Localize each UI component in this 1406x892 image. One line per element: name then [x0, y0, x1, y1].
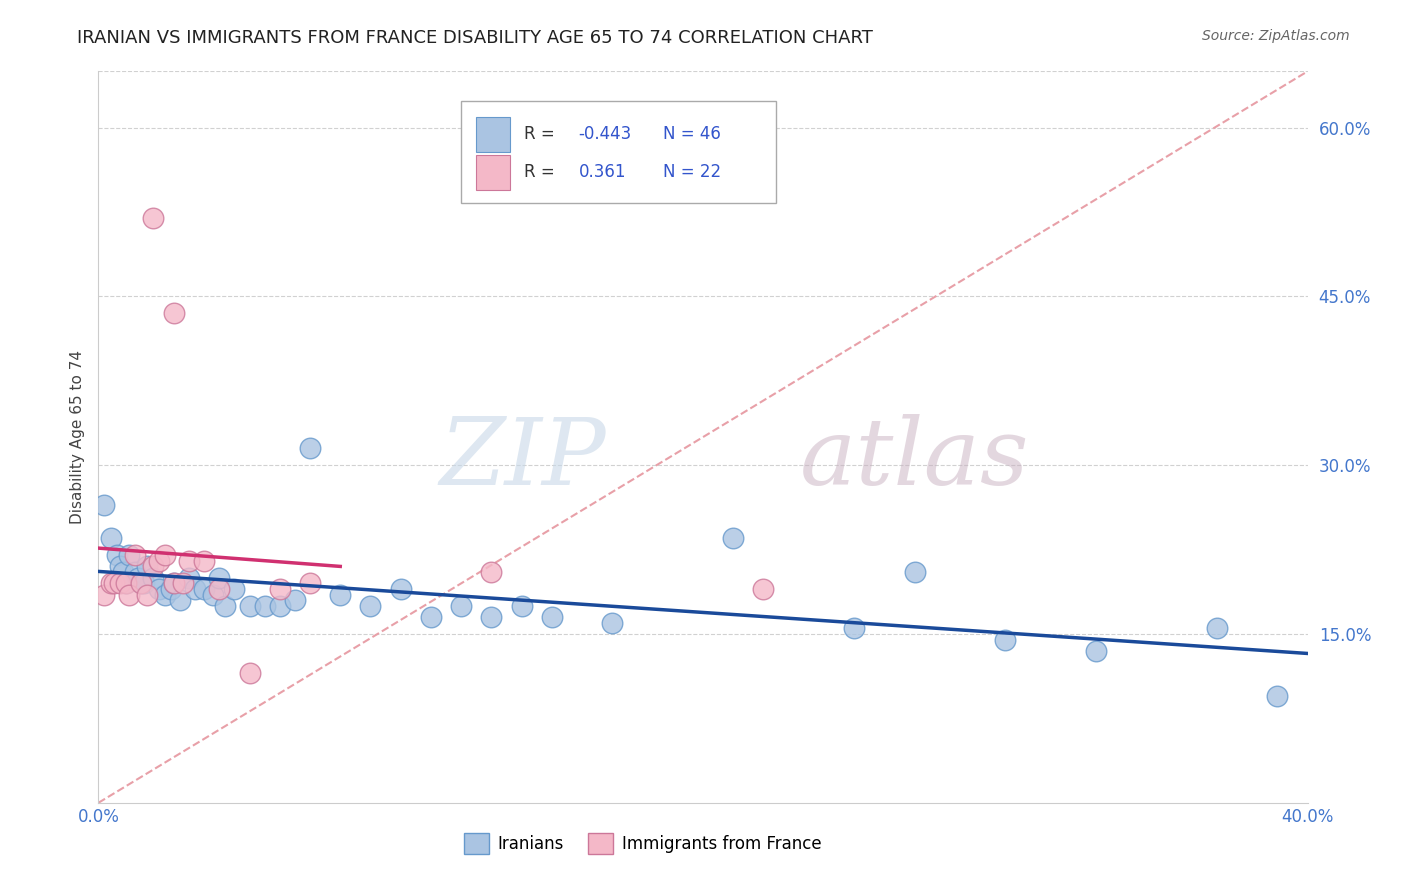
Point [481, 565, 503, 579]
Point [108, 576, 131, 591]
Text: N = 22: N = 22 [664, 163, 721, 181]
Point [269, 599, 291, 613]
Point [132, 576, 155, 591]
Text: atlas: atlas [800, 414, 1029, 504]
Point [540, 610, 562, 624]
Point [114, 576, 136, 591]
Point [93, 588, 115, 602]
Point [163, 576, 186, 591]
Point [105, 548, 128, 562]
Point [844, 621, 866, 635]
Point [108, 559, 131, 574]
Point [239, 599, 262, 613]
Point [224, 582, 246, 596]
Point [129, 576, 152, 591]
Point [172, 576, 194, 591]
Point [1267, 689, 1289, 703]
Point [153, 588, 176, 602]
Point [160, 582, 183, 596]
Point [135, 588, 157, 602]
Legend: Iranians, Immigrants from France: Iranians, Immigrants from France [457, 827, 828, 860]
Point [193, 554, 215, 568]
Point [389, 582, 412, 596]
Point [142, 211, 165, 225]
Point [169, 593, 191, 607]
Text: ZIP: ZIP [440, 414, 606, 504]
Point [253, 599, 276, 613]
Point [179, 571, 201, 585]
Point [93, 498, 115, 512]
Point [1085, 644, 1108, 658]
Point [299, 442, 322, 456]
Text: 0.361: 0.361 [578, 163, 626, 181]
Point [904, 565, 927, 579]
Point [202, 588, 225, 602]
Text: R =: R = [524, 125, 560, 144]
Point [510, 599, 533, 613]
Point [329, 588, 352, 602]
Point [142, 571, 165, 585]
Point [1206, 621, 1229, 635]
Point [284, 593, 307, 607]
Point [148, 582, 170, 596]
Point [214, 599, 236, 613]
Text: N = 46: N = 46 [664, 125, 721, 144]
Point [450, 599, 472, 613]
Point [129, 576, 152, 591]
Text: -0.443: -0.443 [578, 125, 631, 144]
Point [103, 576, 125, 591]
Point [239, 666, 262, 681]
Point [179, 554, 201, 568]
Text: Source: ZipAtlas.com: Source: ZipAtlas.com [1202, 29, 1350, 43]
Point [142, 559, 165, 574]
Point [153, 548, 176, 562]
Point [193, 582, 215, 596]
FancyBboxPatch shape [461, 101, 776, 203]
Point [752, 582, 775, 596]
Point [100, 532, 122, 546]
Point [208, 582, 231, 596]
Point [299, 576, 322, 591]
Point [723, 532, 745, 546]
Point [360, 599, 382, 613]
Point [163, 306, 186, 320]
Point [420, 610, 443, 624]
Point [111, 565, 134, 579]
Point [994, 632, 1017, 647]
Point [124, 565, 146, 579]
Point [602, 615, 624, 630]
Point [163, 576, 186, 591]
Point [135, 559, 157, 574]
Y-axis label: Disability Age 65 to 74: Disability Age 65 to 74 [69, 350, 84, 524]
Point [127, 571, 149, 585]
Point [148, 554, 170, 568]
Text: IRANIAN VS IMMIGRANTS FROM FRANCE DISABILITY AGE 65 TO 74 CORRELATION CHART: IRANIAN VS IMMIGRANTS FROM FRANCE DISABI… [77, 29, 873, 46]
Point [269, 582, 291, 596]
Point [208, 571, 231, 585]
Point [184, 582, 207, 596]
Bar [475, 154, 509, 190]
Point [118, 548, 141, 562]
Text: R =: R = [524, 163, 560, 181]
Point [118, 588, 141, 602]
Point [100, 576, 122, 591]
Point [124, 548, 146, 562]
Point [481, 610, 503, 624]
Point [114, 576, 136, 591]
Bar [475, 117, 509, 152]
